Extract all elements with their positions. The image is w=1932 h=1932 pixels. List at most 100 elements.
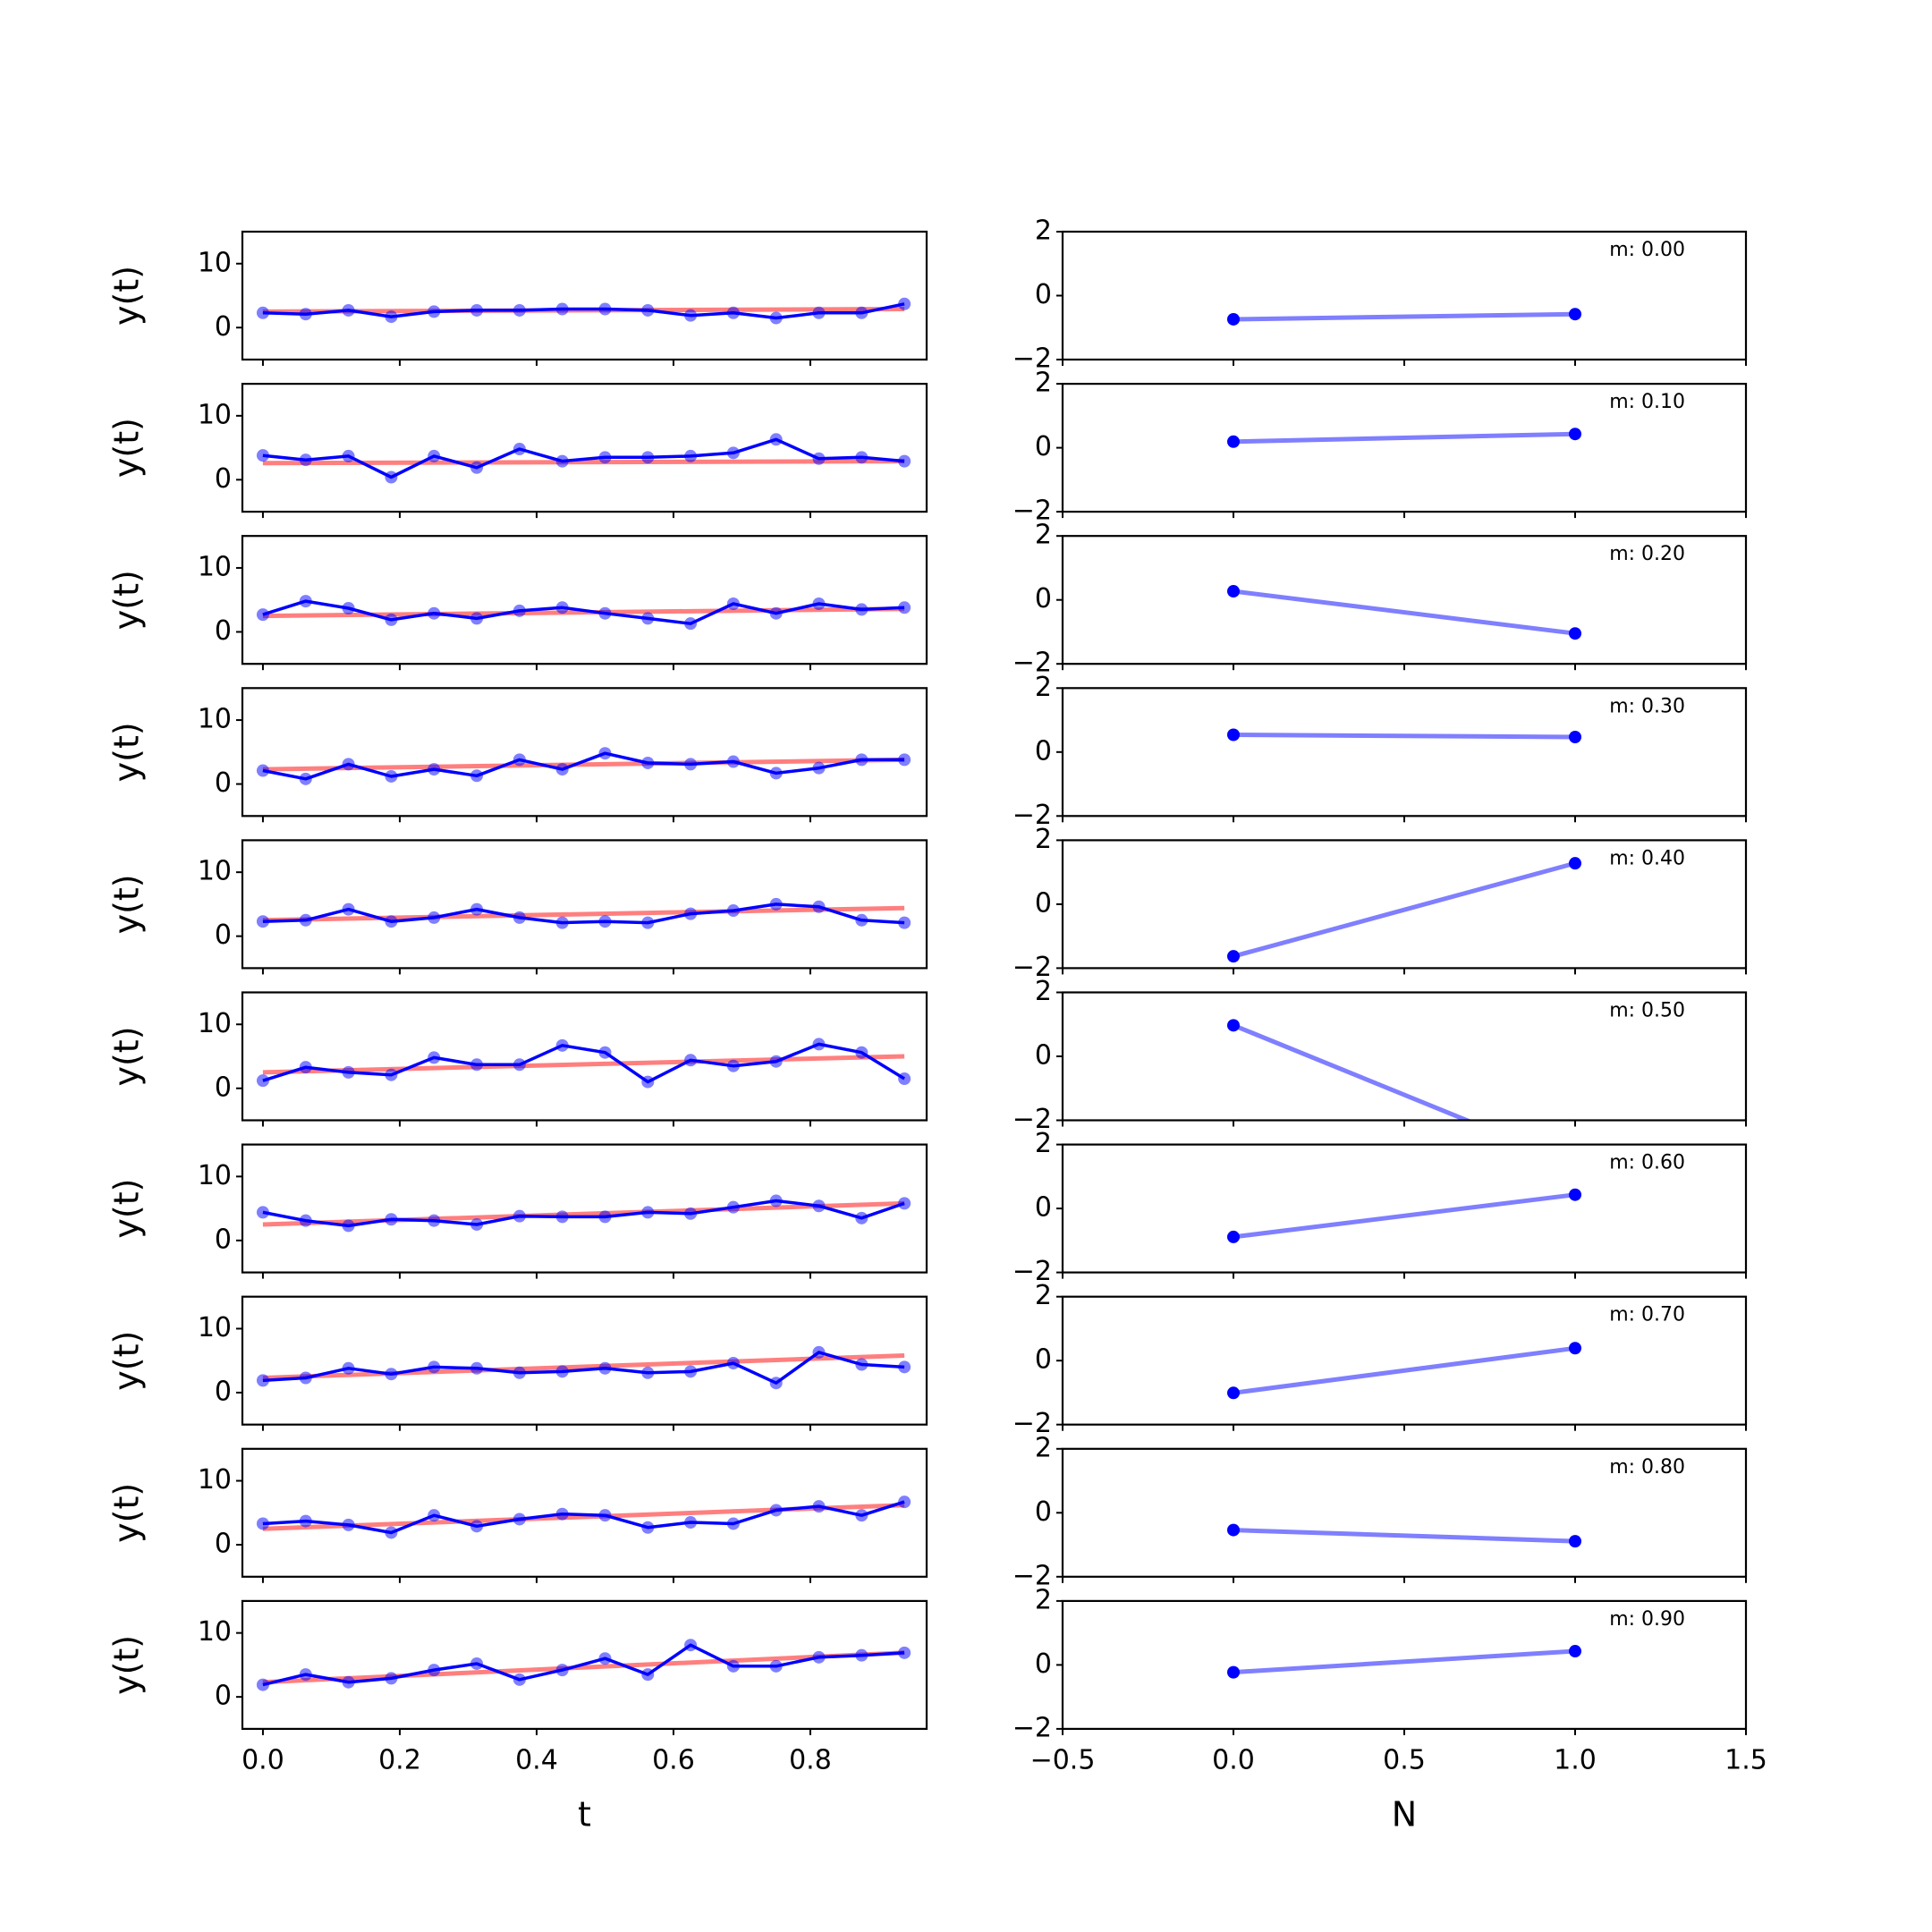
data-point xyxy=(299,595,312,608)
data-point xyxy=(342,449,355,462)
annotation: m: 0.90 xyxy=(1609,1608,1685,1631)
plot-area xyxy=(256,747,911,785)
data-point xyxy=(470,1217,484,1231)
y-tick-label: 10 xyxy=(198,1160,232,1191)
data-point xyxy=(470,902,484,916)
data-point xyxy=(428,1509,441,1522)
y-tick-label: 2 xyxy=(1035,520,1052,551)
data-point xyxy=(299,913,312,927)
axes-frame xyxy=(1061,535,1748,665)
series-line xyxy=(1233,1528,1576,1544)
series-line xyxy=(262,905,905,923)
data-point xyxy=(898,297,911,310)
data-point xyxy=(299,772,312,785)
data-point xyxy=(598,747,612,760)
data-point xyxy=(641,756,655,769)
axes-frame xyxy=(1061,383,1748,513)
data-point xyxy=(641,916,655,929)
data-point xyxy=(1227,1230,1240,1243)
data-point xyxy=(555,916,569,929)
annotation: m: 0.10 xyxy=(1609,391,1685,413)
plot-area xyxy=(1227,585,1581,640)
y-tick-label: 2 xyxy=(1035,1584,1052,1615)
series-line xyxy=(262,902,905,925)
data-point xyxy=(812,1500,826,1513)
data-point xyxy=(428,305,441,318)
data-point xyxy=(812,452,826,465)
data-point xyxy=(684,617,698,631)
data-point xyxy=(598,302,612,316)
data-point xyxy=(385,915,398,928)
annotation: m: 0.20 xyxy=(1609,543,1685,565)
y-tick-label: −2 xyxy=(1013,1256,1052,1287)
data-point xyxy=(1227,1386,1240,1400)
series-line xyxy=(262,1200,905,1227)
data-point xyxy=(513,1366,526,1379)
series-line xyxy=(1233,431,1576,445)
data-point xyxy=(256,1206,269,1219)
data-point xyxy=(598,1652,612,1665)
y-tick-label: 0 xyxy=(215,1072,232,1103)
y-tick-label: 0 xyxy=(1035,1344,1052,1376)
data-point xyxy=(1569,1158,1581,1171)
data-point xyxy=(684,449,698,462)
series-line xyxy=(262,1500,905,1535)
data-point xyxy=(1569,627,1581,640)
data-point xyxy=(1569,1342,1581,1355)
y-axis-label: y(t) xyxy=(107,418,147,478)
data-point xyxy=(555,1664,569,1677)
data-point xyxy=(555,454,569,468)
series-line xyxy=(262,302,905,320)
plot-area xyxy=(1227,1645,1581,1679)
x-tick-label: −0.5 xyxy=(1030,1744,1096,1775)
axes-frame xyxy=(1061,1447,1748,1578)
x-tick-label: 0.0 xyxy=(242,1744,284,1775)
plot-area xyxy=(256,595,911,631)
data-point xyxy=(385,1672,398,1685)
plot-area xyxy=(256,1038,911,1089)
annotation: m: 0.60 xyxy=(1609,1152,1685,1174)
data-point xyxy=(256,1374,269,1387)
x-axis-label: N xyxy=(1392,1794,1417,1834)
annotation: m: 0.50 xyxy=(1609,1000,1685,1022)
plot-area xyxy=(256,1194,911,1233)
x-tick-label: 0.0 xyxy=(1212,1744,1255,1775)
axes-frame xyxy=(241,230,928,361)
data-point xyxy=(684,309,698,322)
data-point xyxy=(256,306,269,319)
y-tick-label: 10 xyxy=(198,247,232,278)
y-tick-label: 10 xyxy=(198,1008,232,1039)
y-tick-label: 0 xyxy=(1035,1040,1052,1072)
plot-area xyxy=(1227,1019,1581,1171)
annotation: m: 0.70 xyxy=(1609,1304,1685,1326)
data-point xyxy=(1569,1645,1581,1658)
data-point xyxy=(769,433,783,446)
y-tick-label: 0 xyxy=(215,311,232,343)
data-point xyxy=(385,1368,398,1381)
x-tick-label: 0.8 xyxy=(789,1744,832,1775)
data-point xyxy=(470,1657,484,1670)
series-line xyxy=(262,459,905,466)
y-tick-label: 0 xyxy=(215,1224,232,1255)
data-point xyxy=(1227,950,1240,963)
y-tick-label: 2 xyxy=(1035,672,1052,703)
y-axis-label: y(t) xyxy=(107,1635,147,1695)
y-tick-label: 10 xyxy=(198,1312,232,1343)
y-tick-label: 10 xyxy=(198,1464,232,1496)
data-point xyxy=(342,1219,355,1233)
data-point xyxy=(1227,585,1240,598)
data-point xyxy=(1227,1523,1240,1537)
data-point xyxy=(641,1206,655,1219)
data-point xyxy=(684,1639,698,1652)
data-point xyxy=(342,758,355,771)
data-point xyxy=(769,606,783,620)
plot-area xyxy=(1227,857,1581,963)
data-point xyxy=(256,1074,269,1088)
series-line xyxy=(262,1199,905,1228)
data-point xyxy=(684,1207,698,1220)
y-tick-label: 10 xyxy=(198,399,232,430)
data-point xyxy=(769,1194,783,1208)
data-point xyxy=(299,1214,312,1227)
data-point xyxy=(855,913,869,927)
data-point xyxy=(513,1513,526,1526)
